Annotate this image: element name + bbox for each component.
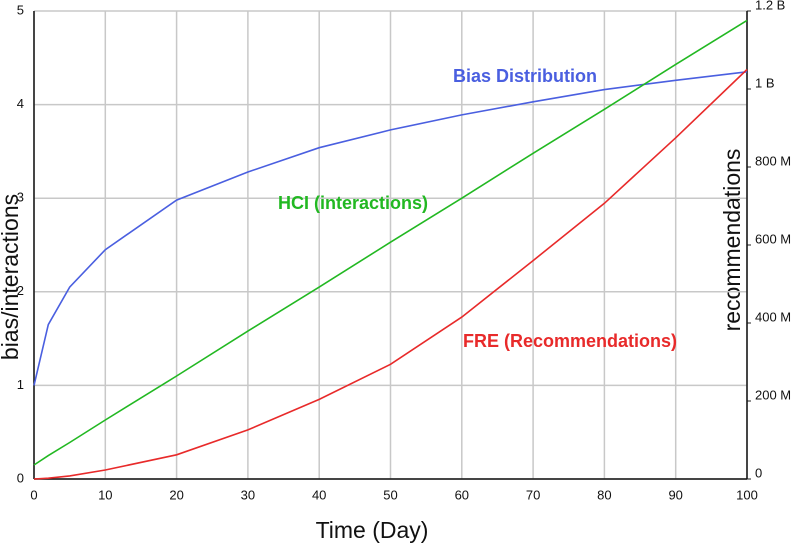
x-tick-label: 10 (98, 487, 112, 502)
x-tick-label: 20 (169, 487, 183, 502)
x-tick-label: 80 (597, 487, 611, 502)
x-tick-label: 30 (241, 487, 255, 502)
x-tick-label: 0 (30, 487, 37, 502)
y-axis-title: bias/interactions (0, 194, 23, 360)
series-label: Bias Distribution (453, 66, 597, 86)
y-tick-label: 0 (17, 470, 24, 485)
y2-tick-label: 200 M (755, 387, 791, 402)
series-label: HCI (interactions) (278, 193, 428, 213)
series-label: FRE (Recommendations) (463, 331, 677, 351)
y2-tick-label: 400 M (755, 309, 791, 324)
y2-axis-title: recommendations (719, 149, 745, 332)
y-tick-label: 3 (17, 190, 24, 205)
y2-tick-label: 800 M (755, 153, 791, 168)
y-tick-label: 4 (17, 96, 24, 111)
y2-tick-label: 1.2 B (755, 0, 785, 12)
series-line (33, 71, 748, 386)
y-tick-label: 1 (17, 377, 24, 392)
x-tick-label: 100 (736, 487, 758, 502)
x-tick-label: 50 (383, 487, 397, 502)
series-line (33, 68, 748, 480)
x-tick-label: 60 (455, 487, 469, 502)
x-tick-label: 90 (668, 487, 682, 502)
y-tick-label: 5 (17, 2, 24, 17)
y2-tick-label: 0 (755, 465, 762, 480)
y-tick-label: 2 (17, 283, 24, 298)
x-tick-label: 40 (312, 487, 326, 502)
y2-tick-label: 600 M (755, 231, 791, 246)
x-tick-label: 70 (526, 487, 540, 502)
series-line (33, 19, 748, 466)
x-axis-title: Time (Day) (316, 517, 429, 543)
y2-tick-label: 1 B (755, 75, 775, 90)
